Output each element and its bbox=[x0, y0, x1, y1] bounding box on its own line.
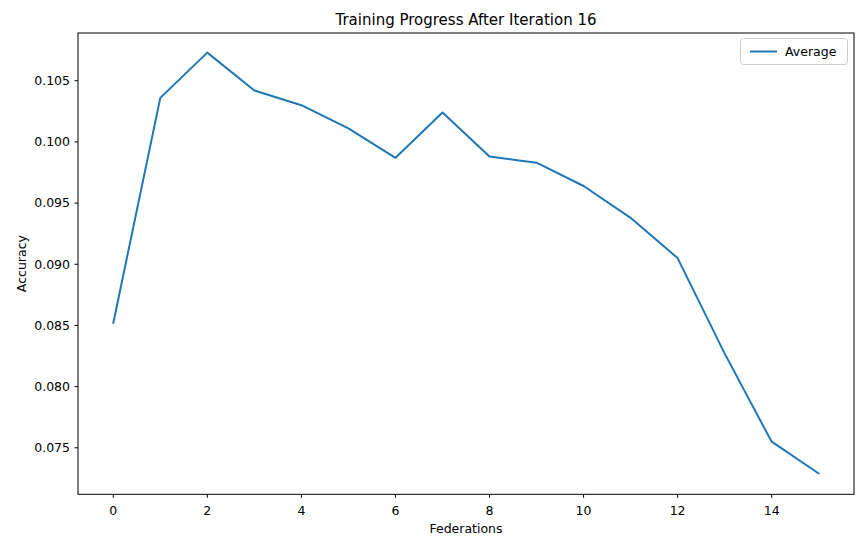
x-tick-label: 6 bbox=[391, 503, 399, 518]
x-tick-label: 2 bbox=[203, 503, 211, 518]
figure: Training Progress After Iteration 16 0 2 4… bbox=[0, 0, 863, 547]
x-tick-label: 14 bbox=[764, 503, 780, 518]
y-axis-label: Accuracy bbox=[14, 234, 29, 292]
x-tick-label: 0 bbox=[109, 503, 117, 518]
y-tick-label: 0.090 bbox=[34, 257, 70, 272]
chart-title: Training Progress After Iteration 16 bbox=[334, 11, 596, 29]
x-tick-label: 10 bbox=[576, 503, 592, 518]
y-tick-label: 0.080 bbox=[34, 379, 70, 394]
y-tick-label: 0.095 bbox=[34, 195, 70, 210]
legend: Average bbox=[741, 39, 848, 65]
y-tick-label: 0.105 bbox=[34, 73, 70, 88]
x-axis-label: Federations bbox=[429, 521, 502, 536]
y-tick-label: 0.085 bbox=[34, 318, 70, 333]
plot-area-box bbox=[78, 33, 854, 494]
legend-label: Average bbox=[785, 44, 837, 59]
y-axis-ticks: 0.075 0.080 0.085 0.090 0.095 0.100 0.105 bbox=[34, 73, 78, 455]
series-line-average bbox=[113, 53, 818, 474]
x-tick-label: 12 bbox=[670, 503, 686, 518]
line-chart: Training Progress After Iteration 16 0 2 4… bbox=[0, 0, 863, 547]
x-tick-label: 8 bbox=[486, 503, 494, 518]
y-tick-label: 0.075 bbox=[34, 440, 70, 455]
x-axis-ticks: 0 2 4 6 8 10 12 14 bbox=[109, 494, 779, 518]
y-tick-label: 0.100 bbox=[34, 134, 70, 149]
x-tick-label: 4 bbox=[297, 503, 305, 518]
